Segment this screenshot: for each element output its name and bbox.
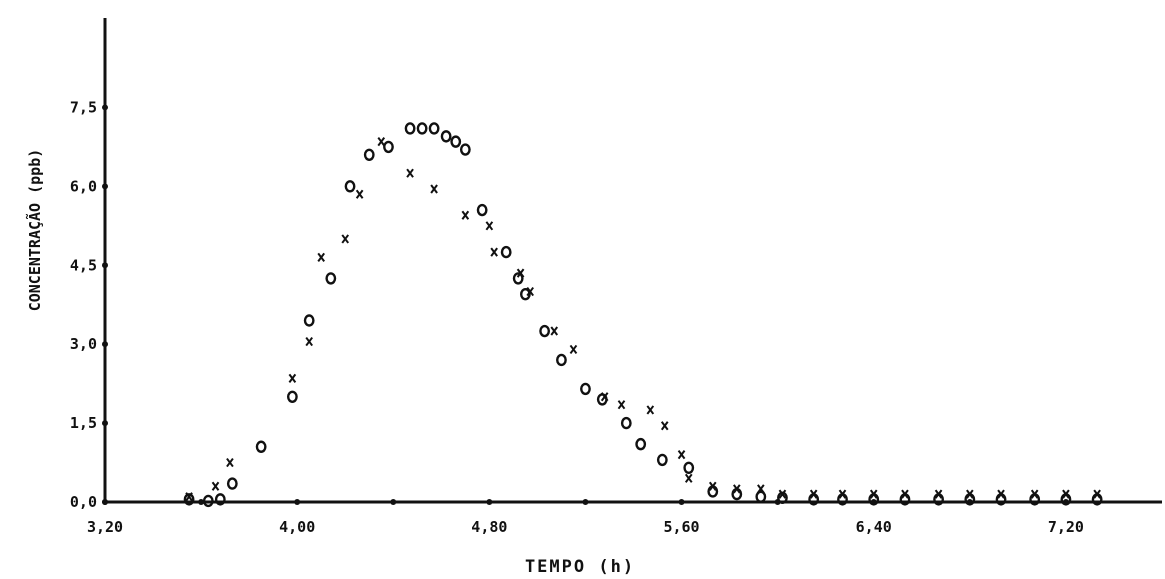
data-point-cross [406,168,414,178]
x-tick-mark [582,499,589,505]
y-axis-title: CONCENTRAÇÃO (ppb) [25,149,44,312]
x-tick-mark [678,499,685,505]
data-point-circle [183,493,195,506]
data-point-cross [288,373,297,383]
data-point-cross [778,489,787,499]
data-point-circle [620,416,632,430]
x-tick-label: 3,20 [87,518,123,536]
data-point-circle [731,487,743,501]
data-point-cross [809,489,818,499]
data-point-cross [226,457,234,468]
data-point-circle [635,437,647,451]
data-point-cross [997,489,1005,499]
y-tick-mark [102,420,108,427]
data-point-circle [286,390,298,403]
data-point-circle [214,493,226,506]
data-point-cross [317,252,326,262]
y-tick-group: 0,0 1,5 3,0 4,5 6,0 7,5 [70,98,108,511]
x-tick-label: 4,80 [471,518,507,536]
x-tick-label: 5,60 [663,518,699,536]
data-point-cross [934,489,943,499]
data-point-cross [305,336,313,347]
data-point-circle [404,122,416,135]
data-point-cross [708,481,717,491]
y-tick-label: 0,0 [70,493,97,511]
data-point-cross [1093,489,1101,499]
data-point-cross [677,450,686,460]
data-point-circle [539,324,551,338]
data-point-cross [838,489,847,499]
x-tick-mark [294,499,301,505]
data-point-cross [526,286,535,297]
data-point-cross [684,473,693,483]
data-point-circle [416,122,428,135]
y-tick-mark [102,104,108,111]
y-tick-mark [102,262,108,269]
data-point-cross [569,344,578,355]
y-tick-label: 6,0 [70,177,97,195]
data-point-circle [755,490,767,503]
x-tick-label: 6,40 [856,518,892,536]
data-point-cross [490,247,498,257]
data-point-cross [550,326,559,336]
data-point-cross [377,137,386,147]
data-point-cross [211,481,220,491]
y-tick-label: 3,0 [70,335,97,353]
data-point-cross [757,484,765,494]
x-tick-mark [390,499,397,505]
data-point-cross [185,492,193,502]
data-point-cross [430,184,438,194]
data-point-circle [383,140,394,154]
x-tick-mark [198,499,205,505]
data-point-circle [440,130,452,143]
data-point-cross [461,210,470,220]
data-point-cross [485,221,494,231]
y-tick-label: 7,5 [70,98,97,116]
data-point-cross [341,234,350,244]
data-point-circle [500,245,512,259]
data-point-circle [202,494,214,508]
data-point-cross [869,489,878,499]
data-point-circle [519,287,531,301]
x-axis-title: TEMPO (h) [525,557,635,577]
data-point-circle [363,148,375,161]
x-tick-mark [102,499,108,505]
data-point-cross [355,189,364,199]
y-tick-label: 4,5 [70,256,97,274]
x-tick-label: 4,00 [279,518,315,536]
data-point-circle [459,143,471,156]
x-tick-label: 7,20 [1048,518,1084,536]
data-point-circle [476,203,488,217]
data-point-cross [617,400,626,410]
data-point-cross [646,405,655,415]
x-tick-mark [486,499,493,505]
data-point-circle [255,440,267,453]
data-point-circle [556,353,567,367]
data-point-circle [344,180,356,193]
data-point-cross [516,268,525,278]
data-point-cross [1030,489,1039,499]
y-tick-mark [102,183,108,190]
data-point-cross [1062,489,1070,499]
data-point-circle [656,453,668,467]
data-point-circle [428,122,440,135]
data-point-circle [512,272,524,285]
data-point-circle [580,382,591,396]
y-tick-mark [102,341,108,348]
data-point-circle [707,485,719,498]
data-point-circle [683,461,695,475]
data-point-cross [901,489,909,499]
data-point-cross [600,392,609,402]
data-point-cross [732,484,741,494]
x-tick-group: 3,20 4,00 4,80 5,60 6,40 7,20 [87,499,1084,536]
data-point-cross [660,421,669,431]
data-marks [183,122,1103,508]
y-tick-label: 1,5 [70,414,97,432]
data-point-circle [325,272,337,285]
data-point-cross [966,489,974,499]
data-point-circle [303,314,315,327]
data-point-circle [226,477,238,490]
data-point-circle [450,135,462,148]
